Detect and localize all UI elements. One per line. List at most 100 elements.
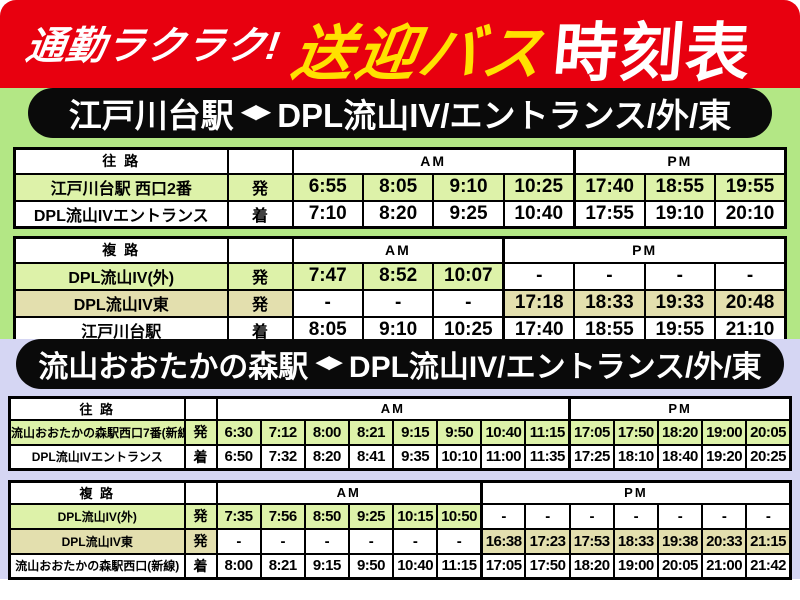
time-cell: 17:05: [480, 552, 527, 580]
time-cell: 8:21: [347, 418, 395, 446]
spacer-header-cell: [226, 147, 294, 175]
time-cell: 9:25: [347, 502, 395, 530]
time-cell: 8:20: [361, 199, 435, 229]
time-cell: 6:55: [291, 172, 364, 202]
section-otakanomori: 流山おおたかの森駅 ◀▶ DPL流山IV/エントランス/外/東 往 路 AM PM 流…: [0, 339, 800, 580]
dep-arr-cell: 発: [226, 261, 294, 291]
time-cell: 10:25: [502, 172, 576, 202]
time-cell: 10:15: [392, 502, 439, 530]
route-from-label: 流山おおたかの森駅: [38, 351, 309, 384]
time-cell: 8:52: [361, 261, 435, 291]
no-service-cell: -: [701, 502, 748, 530]
no-service-cell: -: [524, 502, 571, 530]
time-cell: 18:33: [612, 527, 659, 555]
route-to-label: DPL流山IV/エントランス/外/東: [277, 97, 732, 134]
timetable-return-2: 複 路 AM PM DPL流山IV(外) 発 7:35 7:56 8:50 9:25 10:15 1…: [8, 480, 792, 580]
header-title-timetable: 時刻表: [550, 17, 755, 89]
no-service-cell: -: [436, 527, 483, 555]
time-cell: 21:00: [701, 552, 748, 580]
header-tagline-block: 通勤ラクラク!: [23, 25, 283, 68]
spacer-header-cell: [183, 396, 218, 421]
time-cell: 17:53: [568, 527, 615, 555]
time-cell: 20:10: [714, 199, 787, 229]
stop-name-cell: DPL流山IV(外): [8, 502, 186, 530]
tables-section-1: 往 路 AM PM 江戸川台駅 西口2番発 6:55 8:05 9:10 10:25 17:40…: [0, 147, 800, 345]
bidirectional-arrow-icon: ◀▶: [240, 99, 271, 123]
time-cell: 17:40: [573, 172, 646, 202]
spacer-header-cell: [183, 480, 218, 505]
time-cell: 19:38: [656, 527, 704, 555]
bidirectional-arrow-icon: ◀▶: [315, 351, 343, 372]
spacer-header-cell: [226, 236, 294, 264]
stop-name-cell: DPL流山IVエントランス: [13, 199, 229, 229]
time-cell: 7:10: [291, 199, 364, 229]
no-service-cell: -: [502, 261, 576, 291]
timetable-row: DPL流山IV(外) 発 7:47 8:52 10:07- - - -: [13, 261, 787, 291]
time-cell: 10:40: [392, 552, 439, 580]
route-banner-otakanomori: 流山おおたかの森駅 ◀▶ DPL流山IV/エントランス/外/東: [16, 339, 784, 389]
time-cell: 7:32: [259, 443, 306, 471]
no-service-cell: -: [643, 261, 717, 291]
pm-header-cell: PM: [502, 236, 787, 264]
section-edogawadai: 江戸川台駅 ◀▶ DPL流山IV/エントランス/外/東 往 路 AM PM 江戸川台駅…: [0, 88, 800, 352]
header-title-bus: 送迎バス: [287, 19, 551, 87]
no-service-cell: -: [432, 288, 506, 318]
timetable-header-row: 複 路 AM PM: [8, 480, 792, 505]
stop-name-cell: DPL流山IV(外): [13, 261, 229, 291]
timetable-return-1: 複 路 AM PM DPL流山IV(外) 発 7:47 8:52 10:07- - - - DPL流山…: [13, 236, 787, 345]
time-cell: 20:05: [745, 418, 792, 446]
time-cell: 7:35: [215, 502, 262, 530]
time-cell: 7:56: [259, 502, 306, 530]
dep-arr-cell: 発: [183, 418, 218, 446]
time-cell: 8:00: [303, 418, 350, 446]
time-cell: 10:40: [502, 199, 576, 229]
route-from-label: 江戸川台駅: [68, 97, 234, 134]
time-cell: 17:50: [612, 418, 659, 446]
time-cell: 6:50: [215, 443, 262, 471]
dep-arr-cell: 発: [183, 527, 218, 555]
time-cell: 19:10: [643, 199, 717, 229]
tables-section-2: 往 路 AM PM 流山おおたかの森駅西口7番(新線) 発 6:30 7:12 8:00 8:2…: [0, 396, 800, 580]
pm-header-cell: PM: [573, 147, 787, 175]
no-service-cell: -: [656, 502, 704, 530]
timetable-row: 流山おおたかの森駅西口7番(新線) 発 6:30 7:12 8:00 8:21 9:15 9:…: [8, 418, 792, 446]
time-cell: 8:41: [347, 443, 395, 471]
time-cell: 19:20: [701, 443, 748, 471]
time-cell: 19:00: [701, 418, 748, 446]
time-cell: 18:20: [568, 552, 615, 580]
stop-name-cell: DPL流山IVエントランス: [8, 443, 186, 471]
timetable-header-row: 複 路 AM PM: [13, 236, 787, 264]
time-cell: 8:00: [215, 552, 262, 580]
time-cell: 17:23: [524, 527, 571, 555]
timetable-row: DPL流山IVエントランス着 6:50 7:32 8:20 8:41 9:35 10:10 1…: [8, 443, 792, 471]
time-cell: 19:33: [643, 288, 717, 318]
time-cell: 21:15: [745, 527, 792, 555]
time-cell: 16:38: [480, 527, 527, 555]
time-cell: 20:05: [656, 552, 704, 580]
dep-arr-cell: 発: [183, 502, 218, 530]
no-service-cell: -: [568, 502, 615, 530]
time-cell: 7:47: [291, 261, 364, 291]
am-header-cell: AM: [215, 396, 572, 421]
direction-header-cell: 往 路: [13, 147, 229, 175]
am-header-cell: AM: [215, 480, 483, 505]
stop-name-cell: 江戸川台駅 西口2番: [13, 172, 229, 202]
time-cell: 9:15: [392, 418, 439, 446]
dep-arr-cell: 発: [226, 288, 294, 318]
no-service-cell: -: [612, 502, 659, 530]
time-cell: 10:10: [436, 443, 483, 471]
poster-header: 通勤ラクラク! 送迎バス 時刻表: [0, 0, 800, 96]
time-cell: 9:35: [392, 443, 439, 471]
stop-name-cell: DPL流山IV東: [8, 527, 186, 555]
time-cell: 18:20: [656, 418, 704, 446]
time-cell: 11:00: [480, 443, 527, 471]
time-cell: 17:25: [568, 443, 615, 471]
time-cell: 8:20: [303, 443, 350, 471]
timetable-row: DPL流山IV東発 - - - - - -16:38 17:23 17:53 18:33 19:38…: [8, 527, 792, 555]
pm-header-cell: PM: [480, 480, 792, 505]
timetable-row: DPL流山IV(外) 発 7:35 7:56 8:50 9:25 10:15 10:50- - -…: [8, 502, 792, 530]
no-service-cell: -: [361, 288, 435, 318]
time-cell: 18:55: [643, 172, 717, 202]
time-cell: 18:40: [656, 443, 704, 471]
